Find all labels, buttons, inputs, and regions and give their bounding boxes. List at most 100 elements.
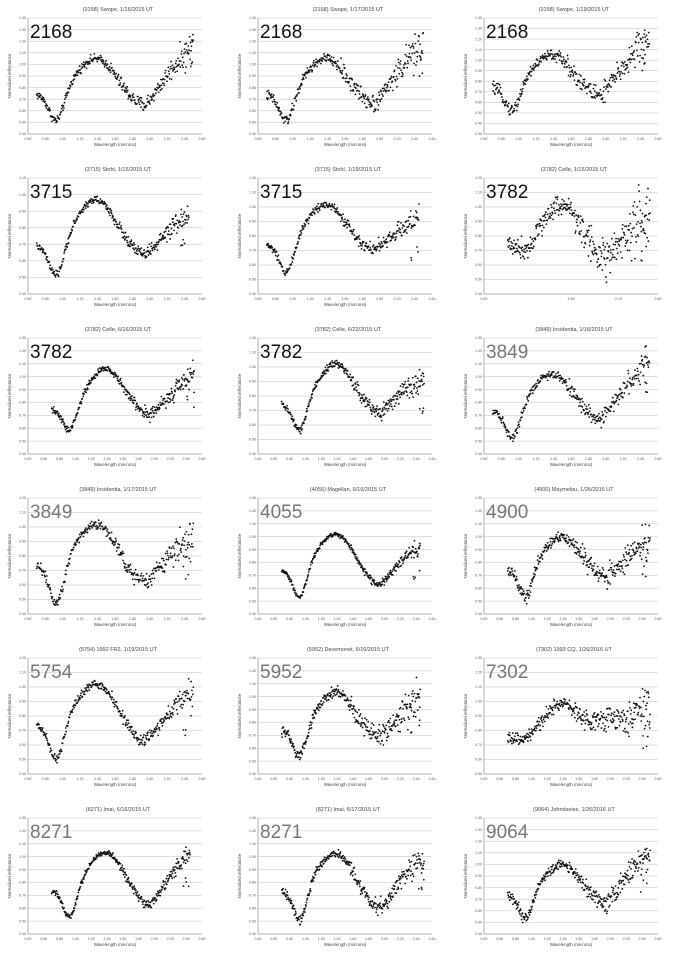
data-point [124,563,127,566]
data-point [178,63,180,66]
data-point [179,40,181,43]
data-point [508,238,510,241]
data-point [412,550,415,553]
data-point [392,398,395,401]
data-point [645,34,648,37]
data-point [182,66,185,69]
data-point [56,270,59,273]
data-point [349,548,352,551]
data-point [191,528,194,531]
data-point [366,96,369,98]
data-point [181,377,183,379]
data-point [639,383,641,386]
data-point [413,383,416,386]
data-point [623,573,626,576]
data-point [571,542,573,544]
data-point [88,528,91,530]
data-point [385,238,388,241]
y-tick-label: 0.70 [249,574,256,578]
data-point [589,562,592,565]
data-point [639,54,641,57]
data-point [123,82,125,85]
data-point [193,369,195,372]
data-point [619,73,622,76]
data-point [318,209,321,211]
data-series [506,184,651,284]
data-point [174,390,177,393]
data-point [179,213,182,216]
data-point [134,568,137,571]
data-point [621,567,624,570]
data-point [555,196,557,199]
data-point [576,541,578,544]
data-point [641,36,644,39]
data-point [384,408,386,410]
spectrum-chart-3715: (3715) Stohl, 1/19/2015 UT0.400.500.600.… [237,167,436,307]
data-point [126,241,129,244]
data-point [184,577,187,580]
data-point [145,572,148,575]
data-point [170,712,173,715]
data-point [297,240,300,243]
data-point [85,391,88,394]
data-point [491,83,494,86]
y-tick-label: 1.30 [475,27,482,31]
data-point [63,581,66,584]
data-point [415,381,418,384]
data-point [111,542,114,545]
data-point [183,373,185,376]
data-point [173,703,175,705]
data-point [416,55,419,58]
data-point [508,236,511,239]
data-point [130,731,133,733]
x-tick-label: 1.40 [550,457,557,461]
data-point [567,541,570,544]
data-point [286,404,289,407]
data-point [325,60,328,62]
data-point [562,56,565,58]
data-point [144,743,147,746]
data-point [371,410,373,413]
data-point [71,82,74,85]
data-point [414,375,417,378]
data-point [127,719,130,722]
data-point [577,214,580,217]
data-point [190,714,192,717]
data-point [163,571,166,573]
data-point [313,556,316,559]
data-point [647,366,650,369]
x-tick-label: 2.00 [602,457,609,461]
data-point [638,542,641,545]
data-point [356,558,359,560]
x-tick-label: 0.80 [42,297,49,301]
y-tick-label: 1.30 [249,496,256,500]
data-point [616,252,619,255]
asteroid-number-label: 3849 [486,342,528,363]
data-point [341,365,344,368]
data-point [289,114,292,117]
data-point [525,75,528,78]
data-point [111,696,114,699]
data-point [184,50,187,53]
data-point [161,570,164,573]
data-point [298,91,300,94]
data-point [133,736,136,739]
chart-title: (5952) Davemonet, 6/16/2015 UT [307,647,390,653]
data-point [339,70,342,72]
data-point [312,208,315,211]
data-point [645,541,648,544]
data-point [284,274,287,276]
data-point [324,366,327,369]
data-point [413,62,415,65]
data-point [183,544,185,547]
data-point [298,235,300,238]
data-point [397,220,400,223]
data-point [114,372,117,374]
data-point [633,375,635,378]
x-tick-label: 1.20 [307,297,314,301]
x-tick-label: 1.60 [349,617,356,621]
data-point [632,51,635,54]
x-tick-label: 2.40 [413,457,420,461]
data-point [145,737,148,739]
data-point [635,240,638,243]
